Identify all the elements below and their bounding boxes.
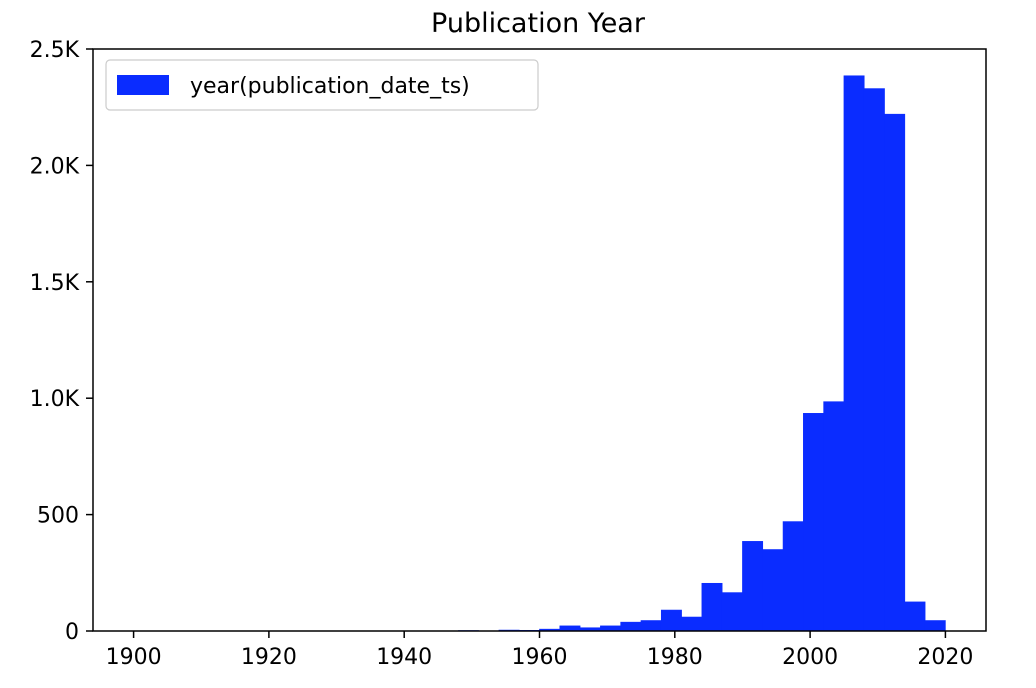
histogram-bar [885,114,905,631]
y-axis: 0 500 1.0K 1.5K 2.0K 2.5K [30,38,93,645]
histogram-bar [560,626,580,631]
x-tick-label: 2000 [782,645,838,670]
histogram-bar [925,621,945,631]
x-tick-label: 1900 [106,645,162,670]
histogram-bar [763,550,783,631]
y-tick-label: 1.0K [30,387,80,412]
legend: year(publication_date_ts) [106,60,538,110]
histogram-bar [864,89,884,631]
histogram-bar [682,617,702,631]
y-tick-label: 1.5K [30,271,80,296]
histogram-bar [600,626,620,631]
legend-swatch [117,75,169,95]
bars-layer [458,76,945,631]
histogram-bar [621,622,641,631]
chart-title: Publication Year [431,8,646,39]
histogram-bar [702,583,722,631]
x-axis: 1900 1920 1940 1960 1980 2000 2020 [106,631,974,670]
histogram-bar [641,621,661,631]
histogram-bar [783,522,803,631]
y-tick-label: 500 [37,504,79,529]
y-tick-label: 2.5K [30,38,80,63]
legend-label: year(publication_date_ts) [190,74,470,99]
histogram-bar [844,76,864,631]
y-tick-label: 0 [65,620,79,645]
histogram-bar [722,593,742,631]
x-tick-label: 1980 [647,645,703,670]
x-tick-label: 1940 [376,645,432,670]
y-tick-label: 2.0K [30,154,80,179]
x-tick-label: 2020 [917,645,973,670]
histogram-bar [803,413,823,631]
histogram-bar [661,610,681,631]
histogram-bar [824,402,844,631]
x-tick-label: 1920 [241,645,297,670]
x-tick-label: 1960 [512,645,568,670]
histogram-bar [905,602,925,631]
histogram-bar [742,541,762,631]
